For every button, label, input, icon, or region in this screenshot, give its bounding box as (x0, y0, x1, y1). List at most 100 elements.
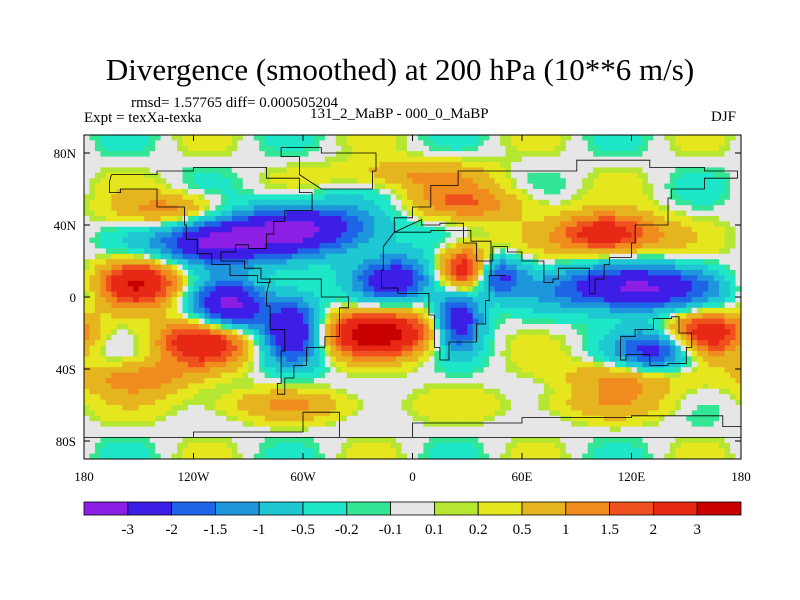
field-cell (631, 216, 638, 222)
field-cell (204, 145, 211, 152)
field-cell (346, 243, 353, 249)
field-cell (127, 194, 134, 201)
field-cell (680, 248, 687, 255)
field-cell (554, 329, 561, 336)
field-cell (379, 167, 386, 174)
field-cell (669, 183, 676, 190)
field-cell (565, 334, 572, 341)
field-cell (226, 145, 233, 152)
field-cell (308, 167, 315, 174)
field-cell (483, 275, 490, 282)
field-cell (385, 318, 392, 325)
field-cell (483, 145, 490, 152)
field-cell (127, 313, 134, 319)
field-cell (642, 297, 649, 303)
field-cell (735, 151, 742, 157)
field-cell (346, 318, 353, 325)
field-cell (456, 237, 463, 244)
field-cell (582, 226, 589, 233)
field-cell (237, 167, 244, 174)
field-cell (702, 237, 709, 244)
field-cell (324, 237, 331, 244)
field-cell (598, 345, 605, 352)
field-cell (587, 221, 594, 228)
field-cell (248, 264, 255, 271)
field-cell (478, 156, 485, 163)
field-cell (319, 237, 326, 244)
field-cell (144, 356, 151, 363)
field-cell (609, 194, 616, 201)
field-cell (396, 297, 402, 303)
field-cell (204, 286, 211, 292)
field-cell (708, 253, 715, 260)
field-cell (543, 318, 550, 325)
field-cell (155, 140, 162, 147)
field-cell (379, 172, 386, 179)
field-cell (182, 243, 189, 249)
field-cell (341, 356, 348, 363)
field-cell (472, 253, 479, 260)
field-cell (604, 297, 611, 303)
field-cell (116, 216, 123, 222)
field-cell (127, 280, 134, 287)
field-cell (209, 205, 216, 211)
field-cell (543, 156, 550, 163)
field-cell (401, 199, 408, 206)
field-cell (346, 275, 353, 282)
field-cell (527, 140, 534, 147)
field-cell (303, 194, 309, 201)
field-cell (133, 345, 140, 352)
field-cell (193, 178, 200, 184)
field-cell (324, 183, 331, 190)
field-cell (292, 156, 298, 163)
field-cell (522, 259, 528, 265)
field-cell (691, 226, 698, 233)
field-cell (155, 307, 162, 314)
field-cell (182, 345, 189, 352)
field-cell (582, 156, 589, 163)
field-cell (609, 313, 616, 319)
field-cell (155, 275, 162, 282)
field-cell (231, 189, 238, 195)
field-cell (478, 216, 485, 222)
field-cell (374, 210, 381, 217)
field-cell (417, 356, 424, 363)
field-cell (412, 286, 419, 292)
field-cell (675, 167, 682, 174)
field-cell (193, 135, 200, 141)
field-cell (357, 205, 364, 211)
field-cell (571, 340, 578, 346)
field-cell (713, 297, 720, 303)
field-cell (297, 334, 304, 341)
field-cell (352, 199, 359, 206)
field-cell (461, 194, 468, 201)
field-cell (220, 297, 227, 303)
field-cell (604, 275, 611, 282)
field-cell (713, 259, 720, 265)
field-cell (303, 178, 309, 184)
field-cell (626, 253, 632, 260)
field-cell (505, 275, 512, 282)
field-cell (94, 253, 101, 260)
field-cell (133, 270, 140, 276)
field-cell (133, 313, 140, 319)
field-cell (209, 194, 216, 201)
field-cell (264, 324, 271, 330)
field-cell (363, 297, 370, 303)
field-cell (374, 216, 381, 222)
field-cell (248, 313, 255, 319)
field-cell (527, 297, 534, 303)
field-cell (428, 243, 435, 249)
field-cell (500, 280, 506, 287)
field-cell (724, 162, 731, 168)
field-cell (198, 162, 205, 168)
field-cell (209, 221, 216, 228)
field-cell (313, 275, 320, 282)
field-cell (702, 162, 709, 168)
field-cell (171, 189, 178, 195)
field-cell (642, 145, 649, 152)
field-cell (516, 156, 523, 163)
field-cell (281, 270, 287, 276)
field-cell (127, 205, 134, 211)
field-cell (346, 253, 353, 260)
